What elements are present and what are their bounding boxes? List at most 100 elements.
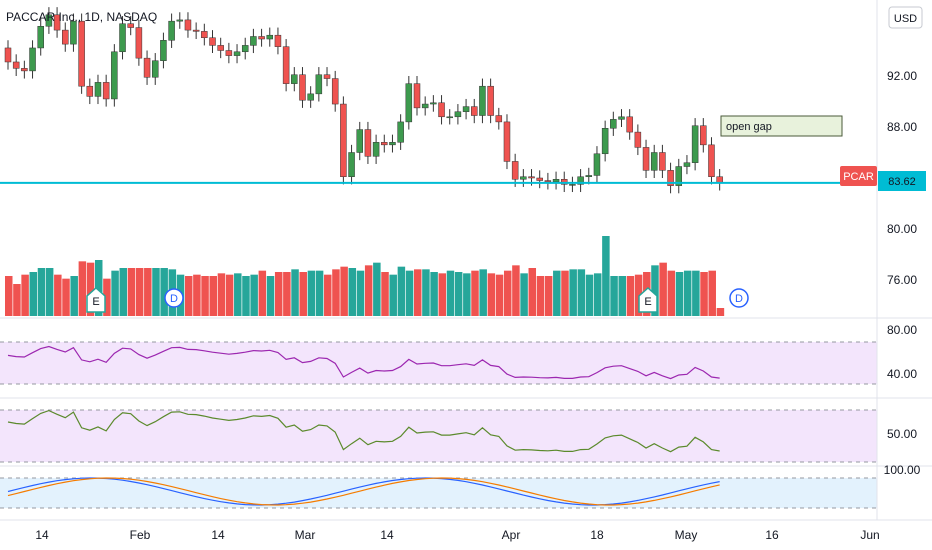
- candle-body[interactable]: [536, 177, 543, 181]
- candle-body[interactable]: [552, 179, 560, 183]
- candle-body[interactable]: [135, 27, 143, 59]
- currency-button-box[interactable]: [888, 6, 923, 29]
- candle-body[interactable]: [413, 83, 421, 109]
- candle-body[interactable]: [331, 78, 339, 105]
- candle-body[interactable]: [12, 61, 20, 69]
- candle-body[interactable]: [495, 115, 503, 123]
- candle-body[interactable]: [53, 14, 61, 31]
- candle-body[interactable]: [37, 26, 44, 49]
- candle-body[interactable]: [340, 103, 347, 177]
- candle-body[interactable]: [659, 152, 666, 171]
- candle-body[interactable]: [520, 176, 527, 180]
- candle-body[interactable]: [479, 85, 486, 116]
- candle-body[interactable]: [119, 23, 126, 53]
- candle-body[interactable]: [634, 131, 642, 148]
- candle-body[interactable]: [577, 176, 584, 185]
- candle-body[interactable]: [356, 129, 363, 153]
- candle-body[interactable]: [201, 31, 208, 38]
- candle-body[interactable]: [323, 74, 331, 79]
- candle-body[interactable]: [691, 125, 699, 163]
- candle-body[interactable]: [487, 85, 494, 116]
- candle-body[interactable]: [217, 45, 224, 51]
- time-axis[interactable]: 14 Feb 14 Mar 14 Apr 18 May 16 Jun: [0, 519, 932, 542]
- candle-body[interactable]: [127, 23, 134, 28]
- candle-body[interactable]: [364, 129, 372, 157]
- candle-body[interactable]: [225, 50, 233, 56]
- candle-body[interactable]: [160, 40, 167, 61]
- candle-body[interactable]: [266, 34, 274, 40]
- candle-body[interactable]: [45, 14, 53, 27]
- candle-body[interactable]: [454, 111, 462, 118]
- candle-body[interactable]: [462, 106, 470, 112]
- candle-body[interactable]: [102, 82, 110, 100]
- candle-body[interactable]: [405, 83, 413, 123]
- currency-button[interactable]: USD: [888, 6, 923, 29]
- candle-body[interactable]: [650, 152, 658, 171]
- candle-body[interactable]: [299, 74, 306, 101]
- candle-body[interactable]: [29, 47, 36, 72]
- earnings-marker[interactable]: E: [638, 286, 658, 313]
- candle-body[interactable]: [176, 19, 184, 22]
- candle-body[interactable]: [233, 51, 241, 56]
- candle-body[interactable]: [348, 152, 355, 177]
- candle-body[interactable]: [601, 128, 609, 155]
- candle-body[interactable]: [397, 121, 404, 143]
- earnings-marker[interactable]: E: [86, 286, 106, 313]
- candle-body[interactable]: [184, 19, 192, 31]
- candle-body[interactable]: [593, 153, 601, 176]
- candle-body[interactable]: [618, 116, 625, 120]
- ticker-tag[interactable]: PCAR: [840, 166, 877, 186]
- candle-body[interactable]: [610, 119, 617, 129]
- candle-body[interactable]: [62, 29, 69, 45]
- candle-body[interactable]: [675, 166, 683, 186]
- candle-body[interactable]: [446, 116, 453, 119]
- candle-body[interactable]: [528, 176, 535, 179]
- dividend-marker[interactable]: D: [729, 288, 749, 308]
- candle-body[interactable]: [585, 175, 593, 177]
- candle-body[interactable]: [708, 144, 715, 177]
- dividend-marker[interactable]: D: [164, 288, 184, 308]
- annotation-box[interactable]: [720, 115, 843, 137]
- candle-body[interactable]: [143, 57, 151, 78]
- annotation-note[interactable]: open gap: [720, 115, 843, 137]
- candle-body[interactable]: [274, 34, 282, 47]
- candle-body[interactable]: [503, 121, 511, 162]
- candle-body[interactable]: [700, 125, 707, 146]
- candle-body[interactable]: [421, 103, 429, 109]
- price-candles[interactable]: [4, 7, 723, 194]
- candle-body[interactable]: [192, 29, 200, 32]
- candle-body[interactable]: [111, 51, 118, 100]
- candle-body[interactable]: [282, 46, 290, 84]
- candle-body[interactable]: [250, 36, 257, 46]
- candle-body[interactable]: [667, 170, 674, 186]
- candle-body[interactable]: [560, 179, 568, 185]
- candle-body[interactable]: [569, 184, 576, 186]
- candle-body[interactable]: [209, 37, 216, 46]
- candle-body[interactable]: [168, 20, 175, 41]
- candle-body[interactable]: [21, 68, 28, 72]
- candle-body[interactable]: [438, 102, 445, 118]
- candle-body[interactable]: [642, 147, 650, 171]
- candle-body[interactable]: [683, 162, 691, 167]
- candle-body[interactable]: [381, 142, 388, 146]
- candle-body[interactable]: [315, 74, 323, 95]
- candle-body[interactable]: [4, 47, 12, 63]
- candle-body[interactable]: [511, 161, 519, 180]
- candle-body[interactable]: [241, 45, 249, 53]
- candle-body[interactable]: [389, 142, 396, 146]
- candle-body[interactable]: [151, 60, 159, 78]
- candle-body[interactable]: [471, 106, 478, 116]
- candle-body[interactable]: [86, 85, 94, 97]
- candle-body[interactable]: [372, 142, 380, 157]
- candle-body[interactable]: [626, 116, 633, 133]
- candle-body[interactable]: [544, 180, 552, 183]
- candle-body[interactable]: [258, 36, 265, 40]
- candle-body[interactable]: [430, 102, 437, 105]
- candle-body[interactable]: [307, 93, 314, 101]
- candle-body[interactable]: [94, 82, 102, 97]
- candle-body[interactable]: [78, 20, 85, 87]
- candle-body[interactable]: [70, 20, 77, 45]
- candle-body[interactable]: [291, 74, 298, 84]
